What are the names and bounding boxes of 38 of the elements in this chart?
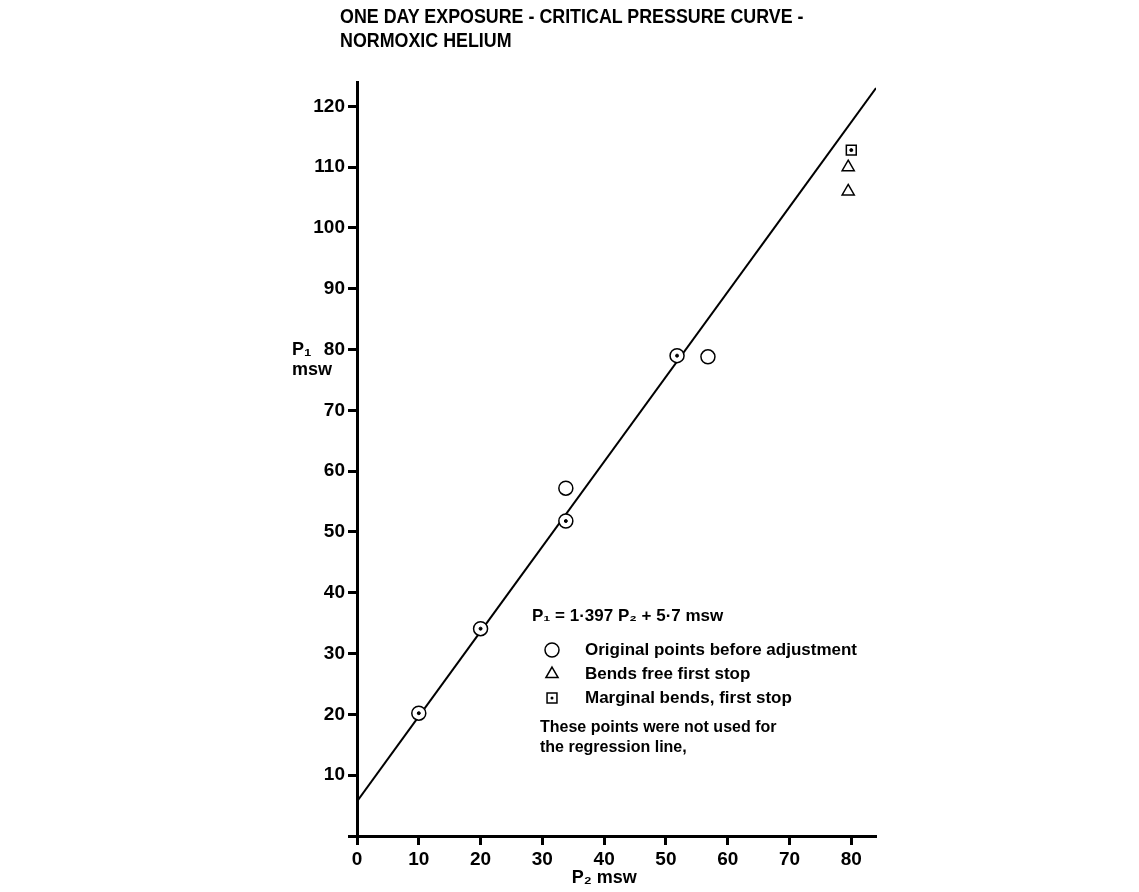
x-tick-label: 60 [717,847,739,869]
point [472,620,489,637]
point [700,349,716,365]
y-tick-label: 110 [314,155,345,177]
y-tick-label: 100 [313,216,345,238]
y-tick-label: 40 [323,581,345,603]
y-tick-label: 80 [323,337,345,359]
point [558,480,574,496]
chart-title: ONE DAY EXPOSURE - CRITICAL PRESSURE CURVE - [340,4,804,28]
x-tick-label: 0 [351,847,363,869]
x-tick-label: 70 [778,847,801,869]
x-tick-label: 50 [655,847,677,869]
point [841,159,856,172]
x-axis-title: P₂ msw [571,866,638,887]
x-tick-label: 40 [593,847,615,869]
y-tick-label: 50 [323,520,345,542]
legend-label: Bends free first stop [585,663,751,683]
x-tick-label: 20 [470,847,492,869]
annotation: These points were not used for the regression line, [540,718,777,756]
point [841,183,856,196]
point [669,347,685,364]
x-tick-label: 80 [840,847,862,869]
y-tick-label: 90 [323,276,345,298]
x-tick-label: 10 [408,847,430,869]
y-tick-label: 10 [323,763,345,785]
y-tick-label: 120 [313,94,345,116]
y-tick-label: 60 [323,459,345,481]
x-tick-label: 30 [531,847,553,869]
point [411,705,427,721]
point [845,144,857,156]
y-tick-label: 70 [323,398,345,420]
point [558,513,574,529]
y-tick-label: 30 [323,641,345,663]
y-tick-label: 20 [323,702,345,724]
chart-subtitle: NORMOXIC HELIUM [340,28,513,52]
annotation: P₁ = 1·397 P₂ + 5·7 msw [532,605,725,625]
legend-label: Marginal bends, first stop [585,687,792,707]
legend-label: Original points before adjustment [585,639,858,659]
